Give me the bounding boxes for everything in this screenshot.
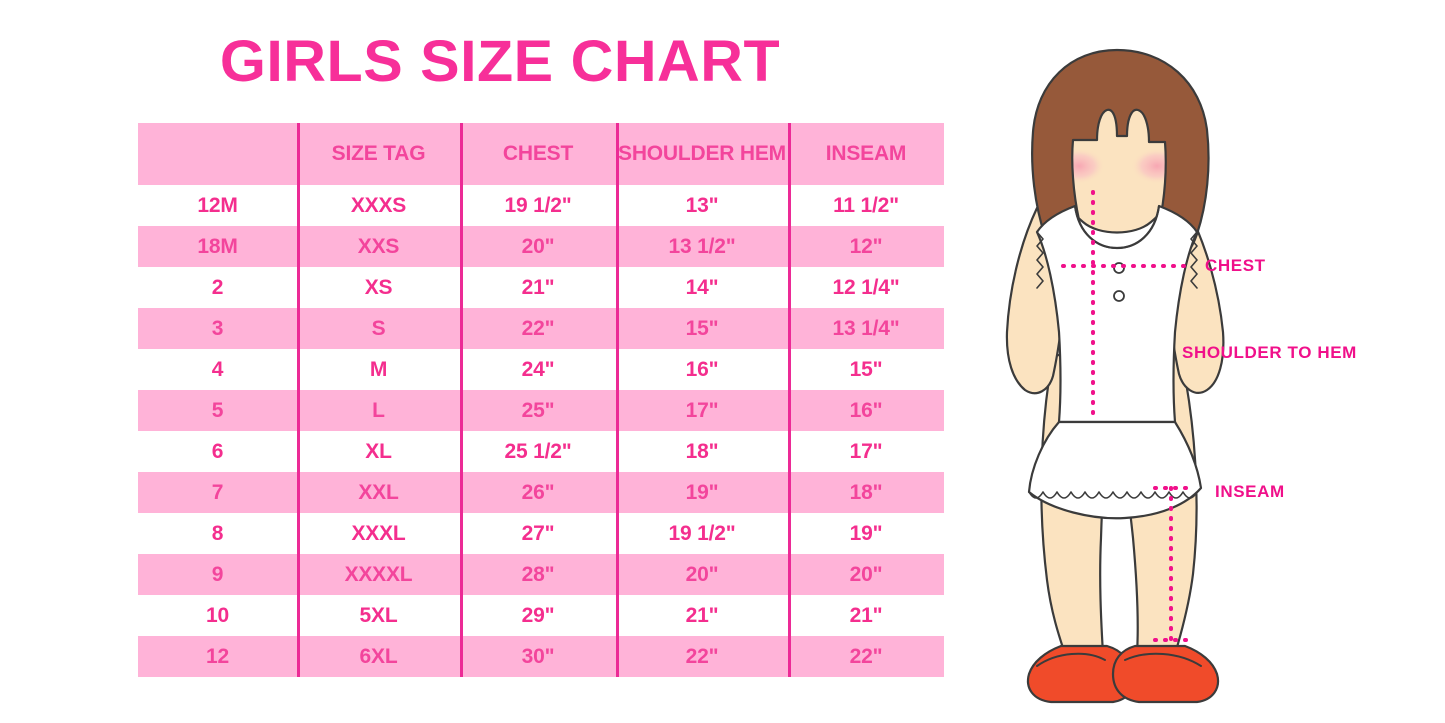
cell-size: 7 (138, 472, 297, 513)
table-row: 4 M 24" 16" 15" (138, 349, 944, 390)
column-divider-4 (788, 123, 791, 677)
table-row: 7 XXL 26" 19" 18" (138, 472, 944, 513)
cell-shoulder-hem: 22" (616, 636, 788, 677)
column-divider-2 (460, 123, 463, 677)
cell-chest: 25" (460, 390, 616, 431)
cell-chest: 24" (460, 349, 616, 390)
cell-size-tag: 5XL (297, 595, 460, 636)
table-header-row: SIZE TAG CHEST SHOULDER HEM INSEAM (138, 123, 944, 185)
cell-size: 12M (138, 185, 297, 226)
cell-size-tag: S (297, 308, 460, 349)
cell-size-tag: L (297, 390, 460, 431)
cell-shoulder-hem: 21" (616, 595, 788, 636)
table-row: 12 6XL 30" 22" 22" (138, 636, 944, 677)
column-header-shoulder-hem: SHOULDER HEM (616, 123, 788, 185)
cell-shoulder-hem: 14" (616, 267, 788, 308)
cell-chest: 22" (460, 308, 616, 349)
cell-shoulder-hem: 13 1/2" (616, 226, 788, 267)
cell-inseam: 17" (788, 431, 944, 472)
cell-inseam: 12 1/4" (788, 267, 944, 308)
cell-inseam: 18" (788, 472, 944, 513)
column-header-inseam: INSEAM (788, 123, 944, 185)
table-row: 10 5XL 29" 21" 21" (138, 595, 944, 636)
cell-size-tag: XXXL (297, 513, 460, 554)
table-body: 12M XXXS 19 1/2" 13" 11 1/2" 18M XXS 20" 13 1/2"… (138, 185, 944, 677)
table-row: 3 S 22" 15" 13 1/4" (138, 308, 944, 349)
cell-size: 6 (138, 431, 297, 472)
cell-size: 2 (138, 267, 297, 308)
size-chart-table: SIZE TAG CHEST SHOULDER HEM INSEAM 12M XX… (138, 123, 944, 677)
cell-chest: 29" (460, 595, 616, 636)
cell-inseam: 20" (788, 554, 944, 595)
cell-chest: 26" (460, 472, 616, 513)
cell-shoulder-hem: 18" (616, 431, 788, 472)
cell-size: 8 (138, 513, 297, 554)
cell-size-tag: XXS (297, 226, 460, 267)
column-header-chest: CHEST (460, 123, 616, 185)
cell-chest: 19 1/2" (460, 185, 616, 226)
shoes-shape (1026, 644, 1220, 704)
table-header: SIZE TAG CHEST SHOULDER HEM INSEAM (138, 123, 944, 185)
table-row: 9 XXXXL 28" 20" 20" (138, 554, 944, 595)
cell-inseam: 11 1/2" (788, 185, 944, 226)
cell-shoulder-hem: 19" (616, 472, 788, 513)
cell-shoulder-hem: 15" (616, 308, 788, 349)
cell-size: 12 (138, 636, 297, 677)
cell-size-tag: M (297, 349, 460, 390)
cell-size: 3 (138, 308, 297, 349)
page-title: GIRLS SIZE CHART (219, 29, 781, 94)
label-inseam: INSEAM (1215, 482, 1285, 501)
cell-chest: 20" (460, 226, 616, 267)
label-chest: CHEST (1205, 256, 1266, 275)
cell-size-tag: XL (297, 431, 460, 472)
table-row: 6 XL 25 1/2" 18" 17" (138, 431, 944, 472)
cell-chest: 28" (460, 554, 616, 595)
girl-illustration (975, 40, 1445, 723)
column-divider-3 (616, 123, 619, 677)
cell-shoulder-hem: 19 1/2" (616, 513, 788, 554)
table-row: 8 XXXL 27" 19 1/2" 19" (138, 513, 944, 554)
cell-size: 10 (138, 595, 297, 636)
cell-size-tag: XXXS (297, 185, 460, 226)
cell-inseam: 16" (788, 390, 944, 431)
table-row: 12M XXXS 19 1/2" 13" 11 1/2" (138, 185, 944, 226)
cell-inseam: 21" (788, 595, 944, 636)
table-row: 5 L 25" 17" 16" (138, 390, 944, 431)
cell-size-tag: XXXXL (297, 554, 460, 595)
cell-inseam: 13 1/4" (788, 308, 944, 349)
cell-size: 4 (138, 349, 297, 390)
cell-chest: 25 1/2" (460, 431, 616, 472)
cell-shoulder-hem: 13" (616, 185, 788, 226)
cell-shoulder-hem: 17" (616, 390, 788, 431)
table-row: 2 XS 21" 14" 12 1/4" (138, 267, 944, 308)
cell-shoulder-hem: 16" (616, 349, 788, 390)
cell-inseam: 15" (788, 349, 944, 390)
top-garment-shape (1035, 204, 1199, 424)
cell-chest: 30" (460, 636, 616, 677)
cell-size-tag: XS (297, 267, 460, 308)
cell-size-tag: XXL (297, 472, 460, 513)
cell-chest: 21" (460, 267, 616, 308)
cell-size: 9 (138, 554, 297, 595)
cell-size: 5 (138, 390, 297, 431)
column-header-size-tag: SIZE TAG (297, 123, 460, 185)
column-header-size (138, 123, 297, 185)
cell-size: 18M (138, 226, 297, 267)
cell-chest: 27" (460, 513, 616, 554)
cell-inseam: 12" (788, 226, 944, 267)
cell-shoulder-hem: 20" (616, 554, 788, 595)
cell-inseam: 19" (788, 513, 944, 554)
column-divider-1 (297, 123, 300, 677)
skirt-garment-shape (1027, 420, 1203, 520)
table-row: 18M XXS 20" 13 1/2" 12" (138, 226, 944, 267)
cell-inseam: 22" (788, 636, 944, 677)
cell-size-tag: 6XL (297, 636, 460, 677)
label-shoulder-to-hem: SHOULDER TO HEM (1182, 343, 1357, 362)
